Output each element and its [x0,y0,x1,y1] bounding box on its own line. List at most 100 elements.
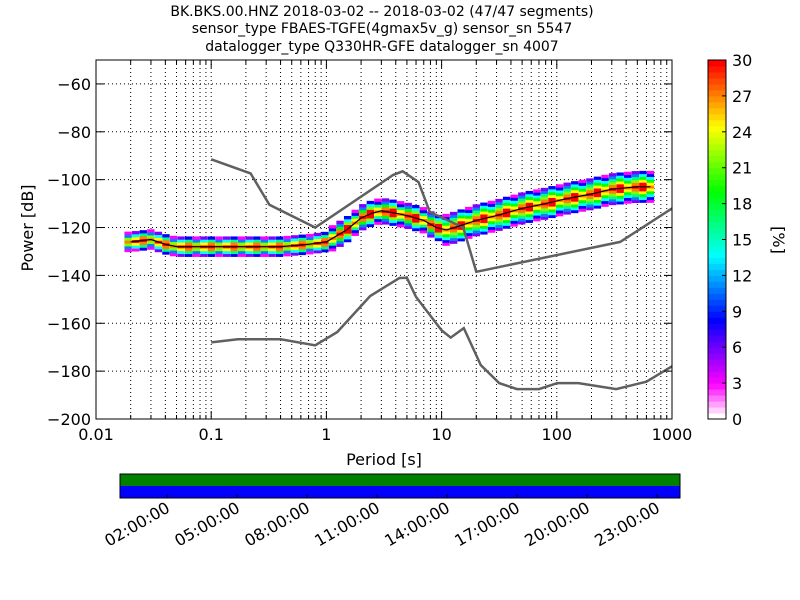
density-cell [578,205,587,209]
density-cell [404,225,412,230]
density-cell [169,241,178,245]
density-cell [571,201,579,205]
density-cell [306,248,314,252]
density-cell [571,204,579,208]
colorbar-tick-label: 6 [732,338,742,357]
density-cell [306,245,314,249]
density-cell [381,201,390,205]
density-cell [518,201,526,205]
colorbar-segment [708,293,726,300]
timeline-tick-label: 14:00:00 [381,498,453,550]
curve-nhnm [210,158,672,274]
density-cell [131,231,140,235]
density-cell [374,204,382,208]
density-cell [540,193,549,197]
density-cell [624,171,632,176]
colorbar-segment [708,305,726,312]
density-cell [449,231,458,236]
density-cell [525,199,534,203]
density-cell [336,243,344,247]
density-cell [465,215,473,219]
density-cell [343,218,352,223]
density-cell [396,215,405,219]
density-cell [389,219,397,223]
density-cell [578,185,587,189]
density-cell [548,186,556,190]
density-cell [374,212,382,217]
density-cell [389,222,397,226]
density-cell [237,242,246,246]
density-cell [457,229,465,233]
density-cell [495,221,503,226]
density-cell [222,239,231,243]
density-cell [200,247,208,252]
density-cell [184,247,193,252]
density-cell [624,180,632,184]
density-cell [147,246,155,250]
density-cell [359,206,367,211]
density-cell [381,215,390,219]
density-cell [487,203,496,207]
density-cell [328,230,337,235]
density-cell [154,231,163,235]
density-cell [359,218,367,222]
density-cell [624,183,632,187]
density-cell [147,229,155,233]
density-cell [412,227,420,232]
density-cell [328,248,337,252]
colorbar-segment [708,359,726,366]
density-cell [578,202,587,206]
density-cell [169,253,178,257]
x-tick-label: 1 [321,425,331,444]
density-cell [124,237,132,241]
density-cell [563,211,571,215]
density-cell [154,246,163,250]
density-cell [593,193,602,198]
density-cell [646,199,655,203]
density-cell [374,201,382,205]
density-cell [449,234,458,239]
density-cell [540,190,549,194]
density-cell [139,247,147,251]
density-cell [389,202,397,206]
density-cell [313,232,322,237]
density-cell [457,226,465,230]
density-cell [412,222,420,226]
density-cell [555,184,564,188]
colorbar-segment [708,155,726,163]
density-cell [268,242,276,246]
density-cell [571,209,579,214]
density-cell [624,174,632,178]
density-cell [548,194,556,198]
density-cell [548,188,556,193]
density-cell [593,188,602,192]
density-cell [275,250,284,255]
density-cell [381,206,390,211]
colorbar-segment [708,131,726,139]
density-cell [177,253,185,257]
density-cell [268,239,276,243]
density-cell [351,229,359,234]
density-cell [586,204,594,208]
colorbar-segment [708,209,726,217]
density-cell [593,176,602,180]
density-cell [131,248,140,252]
density-cell [631,188,639,192]
density-cell [336,240,344,245]
density-cell [192,253,200,257]
density-cell [389,216,397,221]
density-cell [525,190,534,195]
density-cell [290,240,299,245]
colorbar-segment [708,215,726,223]
density-cell [533,215,541,219]
density-cell [472,204,481,208]
density-cell [306,239,314,243]
density-cell [518,215,526,219]
density-cell [253,236,261,240]
density-cell [457,238,465,242]
colorbar-label: [%] [769,226,788,254]
density-cell [601,186,609,190]
plot-frame [95,59,673,420]
density-cell [124,234,132,238]
density-cell [389,208,397,212]
